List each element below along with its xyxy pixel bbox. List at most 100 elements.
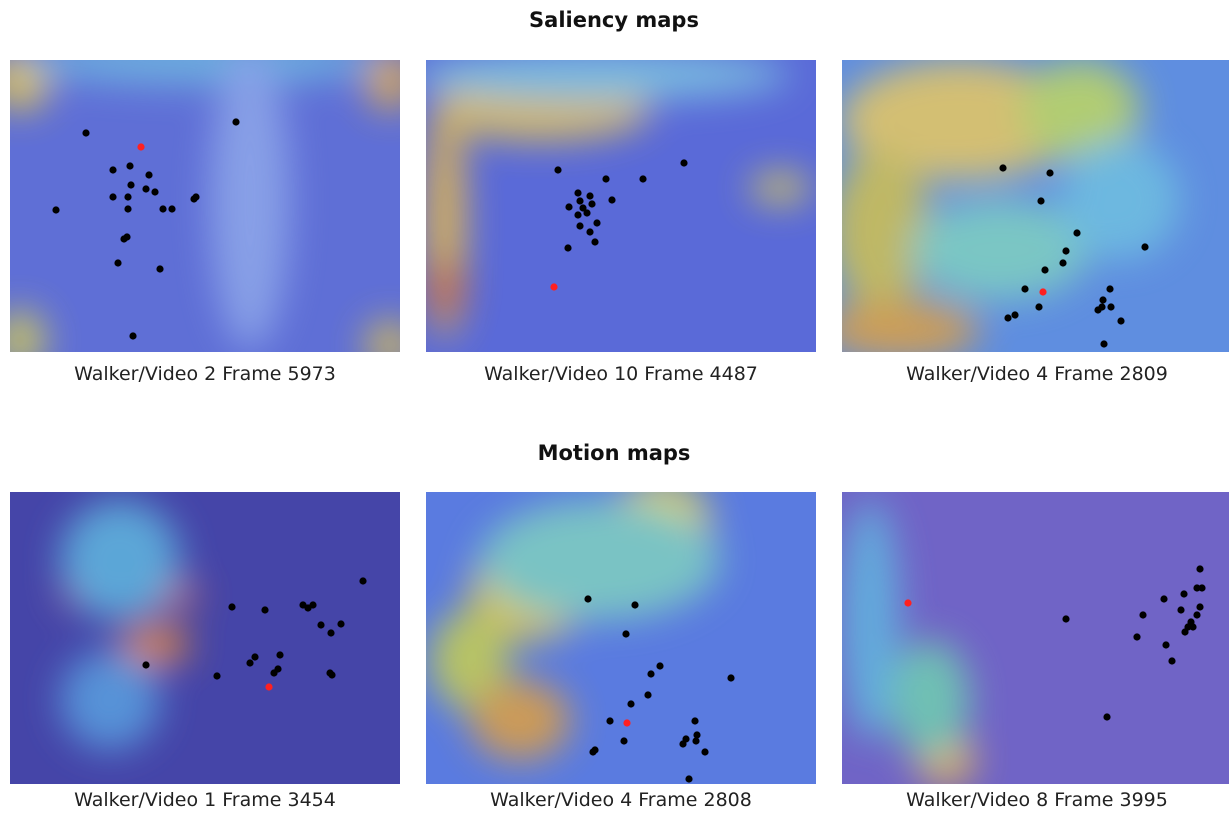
heat-blob	[425, 260, 465, 320]
gaze-point	[999, 164, 1006, 171]
gaze-point	[114, 259, 121, 266]
gaze-point	[1184, 623, 1191, 630]
gaze-point	[1103, 713, 1110, 720]
gaze-point	[142, 661, 149, 668]
section-title: Saliency maps	[529, 8, 699, 32]
panel-caption: Walker/Video 4 Frame 2808	[490, 789, 752, 811]
gaze-point	[317, 621, 324, 628]
gaze-point	[565, 203, 572, 210]
gaze-point	[627, 700, 634, 707]
gaze-point	[328, 671, 335, 678]
gaze-point	[574, 211, 581, 218]
gaze-point	[685, 775, 692, 782]
gaze-point	[159, 205, 166, 212]
gaze-point	[656, 662, 663, 669]
gaze-point	[682, 735, 689, 742]
gaze-point	[691, 717, 698, 724]
heat-blob	[365, 320, 415, 370]
gaze-point	[554, 166, 561, 173]
gaze-point	[644, 691, 651, 698]
predicted-point	[904, 599, 911, 606]
panel-caption: Walker/Video 10 Frame 4487	[484, 363, 758, 385]
heat-blob	[750, 173, 810, 203]
gaze-point	[583, 209, 590, 216]
gaze-point	[586, 192, 593, 199]
gaze-point	[1106, 285, 1113, 292]
gaze-point	[120, 235, 127, 242]
gaze-point	[576, 197, 583, 204]
gaze-point	[602, 175, 609, 182]
gaze-point	[82, 129, 89, 136]
predicted-point	[265, 683, 272, 690]
gaze-point	[251, 653, 258, 660]
gaze-point	[127, 181, 134, 188]
gaze-point	[1041, 266, 1048, 273]
heatmap-image	[840, 492, 1229, 785]
gaze-point	[1046, 169, 1053, 176]
heat-blob	[60, 500, 180, 620]
image-background	[10, 60, 400, 352]
gaze-point	[1196, 565, 1203, 572]
gaze-point	[1011, 311, 1018, 318]
gaze-point	[126, 162, 133, 169]
gaze-point	[1098, 303, 1105, 310]
heatmap-image	[0, 35, 415, 370]
gaze-point	[1196, 603, 1203, 610]
heat-blob	[480, 500, 720, 620]
gaze-point	[213, 672, 220, 679]
gaze-point	[574, 189, 581, 196]
heat-blob	[830, 150, 930, 310]
gaze-point	[270, 669, 277, 676]
gaze-point	[576, 222, 583, 229]
gaze-point	[1037, 197, 1044, 204]
gaze-point	[1035, 303, 1042, 310]
heatmap-image	[410, 50, 816, 352]
gaze-point	[608, 196, 615, 203]
gaze-point	[680, 159, 687, 166]
gaze-point	[1062, 247, 1069, 254]
gaze-point	[631, 601, 638, 608]
heat-blob	[365, 50, 415, 110]
gaze-point	[129, 332, 136, 339]
heat-blob	[470, 680, 570, 760]
gaze-point	[109, 166, 116, 173]
gaze-point	[1198, 584, 1205, 591]
gaze-point	[1177, 606, 1184, 613]
predicted-point	[1039, 288, 1046, 295]
predicted-point	[137, 143, 144, 150]
gaze-point	[327, 629, 334, 636]
heat-blob	[890, 640, 970, 760]
gaze-point	[639, 175, 646, 182]
gaze-point	[1141, 243, 1148, 250]
gaze-point	[1162, 641, 1169, 648]
gaze-point	[564, 244, 571, 251]
gaze-point	[1193, 611, 1200, 618]
gaze-point	[228, 603, 235, 610]
gaze-point	[620, 737, 627, 744]
gaze-point	[1107, 303, 1114, 310]
gaze-point	[1059, 259, 1066, 266]
gaze-point	[124, 193, 131, 200]
gaze-point	[1160, 595, 1167, 602]
predicted-point	[623, 719, 630, 726]
heat-blob	[210, 50, 290, 350]
gaze-point	[142, 185, 149, 192]
gaze-point	[1180, 590, 1187, 597]
gaze-point	[109, 193, 116, 200]
gaze-point	[693, 731, 700, 738]
gaze-point	[232, 118, 239, 125]
gaze-point	[591, 238, 598, 245]
heatmap-image	[820, 60, 1229, 360]
gaze-point	[1073, 229, 1080, 236]
gaze-point	[727, 674, 734, 681]
heat-blob	[1060, 140, 1180, 260]
gaze-point	[359, 577, 366, 584]
gaze-point	[151, 188, 158, 195]
heat-blob	[820, 300, 980, 360]
gaze-point	[1021, 285, 1028, 292]
gaze-point	[156, 265, 163, 272]
gaze-point	[246, 659, 253, 666]
figure: Saliency mapsWalker/Video 2 Frame 5973Wa…	[0, 0, 1229, 817]
gaze-point	[52, 206, 59, 213]
gaze-point	[1117, 317, 1124, 324]
